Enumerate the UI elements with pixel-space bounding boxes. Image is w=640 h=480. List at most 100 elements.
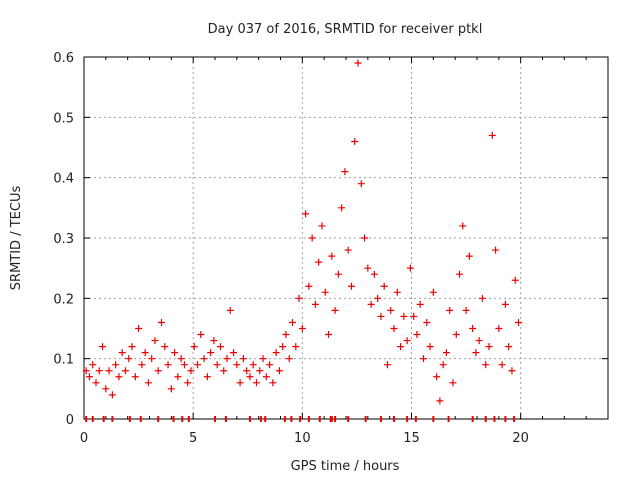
data-point <box>151 337 159 345</box>
data-point <box>416 300 424 308</box>
zero-marker <box>157 416 160 422</box>
data-point <box>436 397 444 405</box>
data-point <box>456 270 464 278</box>
zero-marker <box>172 416 175 422</box>
data-point <box>390 325 398 332</box>
y-tick-label: 0.2 <box>53 292 74 307</box>
data-point <box>449 379 457 387</box>
data-point <box>92 379 100 387</box>
zero-marker <box>318 416 321 422</box>
data-point <box>131 373 139 381</box>
zero-marker <box>513 416 516 422</box>
data-point <box>446 306 454 314</box>
data-point <box>469 325 477 332</box>
zero-marker <box>264 416 267 422</box>
data-point <box>99 343 107 351</box>
data-point <box>246 373 254 381</box>
data-point <box>465 252 473 260</box>
x-tick-label: 0 <box>80 431 88 446</box>
x-tick-label: 5 <box>189 431 197 446</box>
data-point <box>331 306 339 314</box>
zero-marker <box>248 416 251 422</box>
data-point <box>439 361 447 369</box>
zero-marker <box>102 416 105 422</box>
data-point <box>488 131 496 139</box>
data-point <box>315 258 323 266</box>
data-point <box>249 361 257 369</box>
data-point <box>426 343 434 351</box>
zero-marker <box>379 416 382 422</box>
zero-marker <box>91 416 94 422</box>
axis-ticks: 0 0.1 0.2 0.3 0.4 0.5 0.6 0 5 10 15 20 <box>53 51 609 446</box>
data-point <box>357 180 365 188</box>
y-tick-label: 0.1 <box>53 353 74 368</box>
data-point <box>138 361 146 369</box>
data-point <box>485 343 493 351</box>
data-point <box>302 210 310 218</box>
data-point <box>452 331 460 339</box>
data-point <box>442 349 450 357</box>
data-point <box>420 355 428 363</box>
zero-marker <box>307 416 310 422</box>
zero-marker <box>290 416 293 422</box>
data-point <box>308 234 316 242</box>
data-point <box>161 343 169 351</box>
x-tick-label: 15 <box>403 431 420 446</box>
data-point <box>115 373 123 381</box>
data-point <box>298 325 306 332</box>
data-point <box>397 343 405 351</box>
data-point <box>380 282 388 290</box>
data-point <box>279 343 287 351</box>
data-point <box>148 355 156 363</box>
y-tick-label: 0.4 <box>53 172 74 187</box>
data-point <box>82 367 90 375</box>
data-point <box>184 379 192 387</box>
data-point <box>367 300 375 308</box>
data-point <box>197 331 205 339</box>
data-point <box>351 137 359 145</box>
y-tick-label: 0.5 <box>53 111 74 126</box>
data-point <box>207 349 215 357</box>
zero-marker <box>334 416 337 422</box>
data-point <box>164 361 172 369</box>
zero-marker <box>364 416 367 422</box>
data-point <box>252 379 260 387</box>
y-tick-label: 0.3 <box>53 232 74 247</box>
y-tick-label: 0.6 <box>53 51 74 66</box>
zero-marker <box>214 416 216 422</box>
data-point <box>259 355 267 363</box>
data-point <box>292 343 300 351</box>
data-point <box>321 288 329 296</box>
data-point <box>318 222 326 230</box>
x-tick-label: 10 <box>294 431 311 446</box>
data-point <box>216 343 224 351</box>
data-point <box>174 373 182 381</box>
data-point <box>344 246 352 254</box>
data-point <box>213 361 221 369</box>
zero-marker <box>393 416 396 422</box>
data-point <box>144 379 152 387</box>
zero-marker <box>85 416 88 422</box>
data-point <box>226 306 234 314</box>
data-point <box>125 355 133 363</box>
data-point <box>364 264 372 272</box>
zero-marker <box>347 416 350 422</box>
zero-markers <box>85 416 516 422</box>
data-point <box>508 367 516 375</box>
zero-marker <box>181 416 184 422</box>
data-point <box>501 300 509 308</box>
data-point <box>275 367 283 375</box>
data-point <box>311 300 319 308</box>
data-point <box>194 361 202 369</box>
data-point <box>243 367 251 375</box>
data-point <box>266 361 274 369</box>
data-point <box>433 373 441 381</box>
data-point <box>85 373 93 381</box>
data-point <box>374 294 382 302</box>
x-axis-label: GPS time / hours <box>291 459 400 474</box>
data-point <box>158 318 166 326</box>
data-point <box>383 361 391 369</box>
y-tick-label: 0 <box>66 413 74 428</box>
data-point <box>272 349 280 357</box>
